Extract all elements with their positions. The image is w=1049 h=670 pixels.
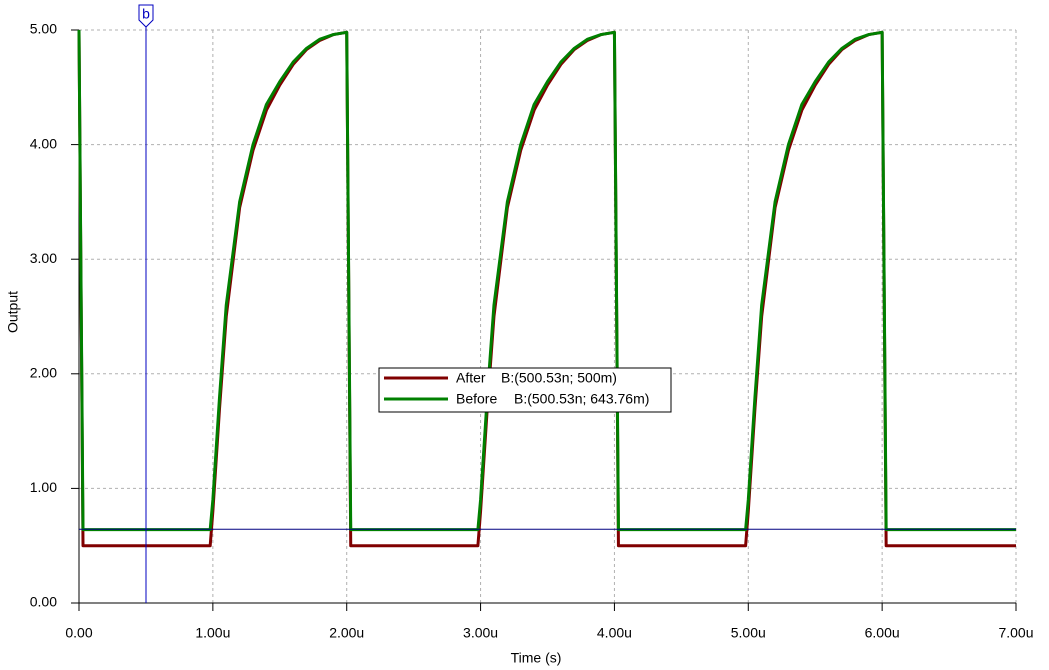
x-axis-label: Time (s) bbox=[511, 650, 562, 666]
x-tick-label: 6.00u bbox=[865, 625, 900, 641]
legend-label: Before bbox=[456, 391, 497, 407]
x-tick-label: 7.00u bbox=[998, 625, 1033, 641]
series-line bbox=[77, 29, 1016, 548]
y-tick-label: 3.00 bbox=[30, 250, 57, 266]
cursor-flag bbox=[138, 4, 154, 28]
x-tick-label: 5.00u bbox=[731, 625, 766, 641]
series-line bbox=[77, 29, 1016, 532]
x-tick-label: 3.00u bbox=[463, 625, 498, 641]
x-tick-label: 0.00 bbox=[65, 625, 92, 641]
y-tick-label: 0.00 bbox=[30, 594, 57, 610]
x-tick-label: 2.00u bbox=[329, 625, 364, 641]
y-tick-label: 1.00 bbox=[30, 479, 57, 495]
legend-box bbox=[378, 367, 672, 413]
legend-readout: B:(500.53n; 500m) bbox=[501, 370, 617, 386]
x-tick-label: 4.00u bbox=[597, 625, 632, 641]
y-tick-label: 2.00 bbox=[30, 365, 57, 381]
y-axis-label: Output bbox=[5, 291, 21, 333]
y-tick-label: 5.00 bbox=[30, 21, 57, 37]
legend-readout: B:(500.53n; 643.76m) bbox=[514, 391, 649, 407]
legend-label: After bbox=[456, 370, 486, 386]
cursor-label: b bbox=[142, 6, 150, 22]
x-tick-label: 1.00u bbox=[195, 625, 230, 641]
y-tick-label: 4.00 bbox=[30, 135, 57, 151]
